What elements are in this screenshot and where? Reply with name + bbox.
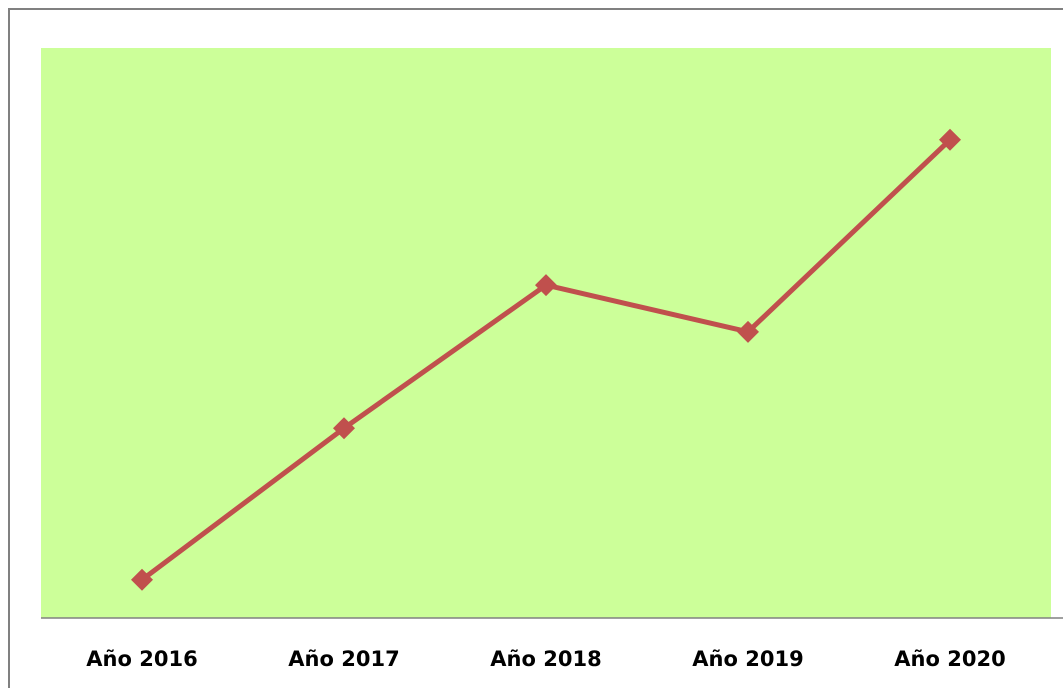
plot-background bbox=[41, 48, 1051, 618]
x-tick-label: Año 2020 bbox=[894, 647, 1005, 671]
x-tick-label: Año 2018 bbox=[490, 647, 601, 671]
point-marker bbox=[737, 320, 759, 343]
point-marker bbox=[333, 417, 355, 440]
point-marker bbox=[131, 568, 153, 591]
x-tick-label: Año 2017 bbox=[288, 647, 399, 671]
point-marker bbox=[535, 274, 557, 297]
x-tick-label: Año 2019 bbox=[692, 647, 803, 671]
point-marker bbox=[939, 128, 961, 151]
x-tick-label: Año 2016 bbox=[86, 647, 197, 671]
